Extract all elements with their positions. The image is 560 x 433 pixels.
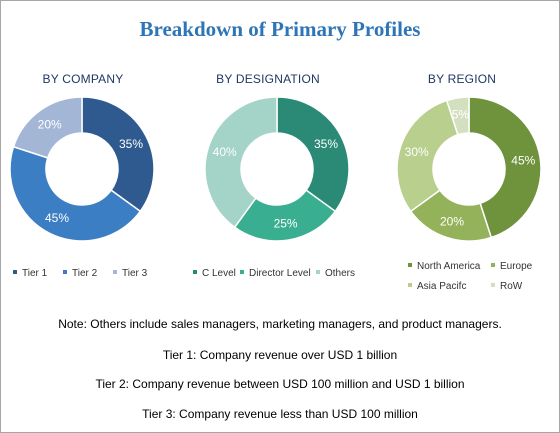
legend-item-asia-pacific: Asia Pacifc	[408, 281, 466, 292]
data-label-asia-pacifc: 30%	[405, 145, 429, 159]
legend-label: Europe	[500, 261, 533, 272]
legend-item-tier-3: Tier 3	[113, 268, 147, 279]
figure-title: Breakdown of Primary Profiles	[139, 17, 421, 41]
chart-title-region: BY REGION	[427, 72, 497, 86]
data-label-tier-3: 20%	[38, 118, 62, 132]
chart-title-company: BY COMPANY	[42, 72, 124, 86]
donut-slice-tier-1	[81, 96, 155, 213]
data-label-north-america: 45%	[511, 153, 535, 167]
legend-swatch	[13, 270, 17, 275]
legend-swatch	[408, 283, 412, 288]
legend-label: Others	[325, 268, 356, 279]
legend-item-director-level: Director Level	[240, 268, 311, 279]
legend-label: Tier 3	[122, 268, 148, 279]
data-label-others: 40%	[213, 145, 237, 159]
donut-chart-region: 45% 20% 30% 5%	[396, 96, 542, 242]
donut-slice-north-america	[468, 96, 542, 239]
data-label-director-level: 25%	[274, 216, 298, 230]
legend-label: Tier 1	[22, 268, 48, 279]
donut-slice-c-level	[276, 96, 350, 213]
data-label-tier-1: 35%	[119, 137, 143, 151]
data-label-row: 5%	[452, 108, 470, 122]
legend-label: North America	[417, 261, 481, 272]
data-label-tier-2: 45%	[45, 211, 69, 225]
legend-label: Director Level	[249, 268, 311, 279]
legend-swatch	[193, 270, 197, 275]
legend-swatch	[316, 270, 320, 275]
note-others: Note: Others include sales managers, mar…	[58, 317, 502, 331]
legend-label: C Level	[202, 268, 236, 279]
donut-chart-designation: 35% 25% 40%	[204, 96, 350, 242]
donut-slice-row	[445, 96, 470, 136]
legend-swatch	[491, 283, 495, 288]
legend-swatch	[63, 270, 67, 275]
legend-label: Tier 2	[72, 268, 98, 279]
data-label-europe: 20%	[440, 214, 464, 228]
legend-item-tier-1: Tier 1	[13, 268, 47, 279]
note-tier-1: Tier 1: Company revenue over USD 1 billi…	[162, 348, 398, 362]
legend-item-others: Others	[316, 268, 355, 279]
legend-item-row: RoW	[491, 281, 522, 292]
donut-chart-company: 35% 45% 20%	[9, 96, 155, 242]
legend-label: Asia Pacifc	[417, 281, 467, 292]
legend-swatch	[491, 263, 495, 268]
donut-slice-asia-pacifc	[396, 99, 459, 213]
donut-slice-others	[204, 96, 278, 229]
legend-item-c-level: C Level	[193, 268, 236, 279]
legend-item-north-america: North America	[408, 261, 480, 272]
donut-slice-tier-3	[12, 96, 83, 159]
donut-slice-tier-2	[9, 145, 142, 242]
data-label-c-level: 35%	[314, 137, 338, 151]
legend-swatch	[113, 270, 117, 275]
legend-swatch	[408, 263, 412, 268]
chart-title-designation: BY DESIGNATION	[216, 72, 320, 86]
note-tier-2: Tier 2: Company revenue between USD 100 …	[95, 377, 465, 391]
legend-label: RoW	[500, 281, 523, 292]
legend-item-tier-2: Tier 2	[63, 268, 97, 279]
note-tier-3: Tier 3: Company revenue less than USD 10…	[142, 407, 418, 421]
legend-swatch	[240, 270, 244, 275]
legend-item-europe: Europe	[491, 261, 532, 272]
